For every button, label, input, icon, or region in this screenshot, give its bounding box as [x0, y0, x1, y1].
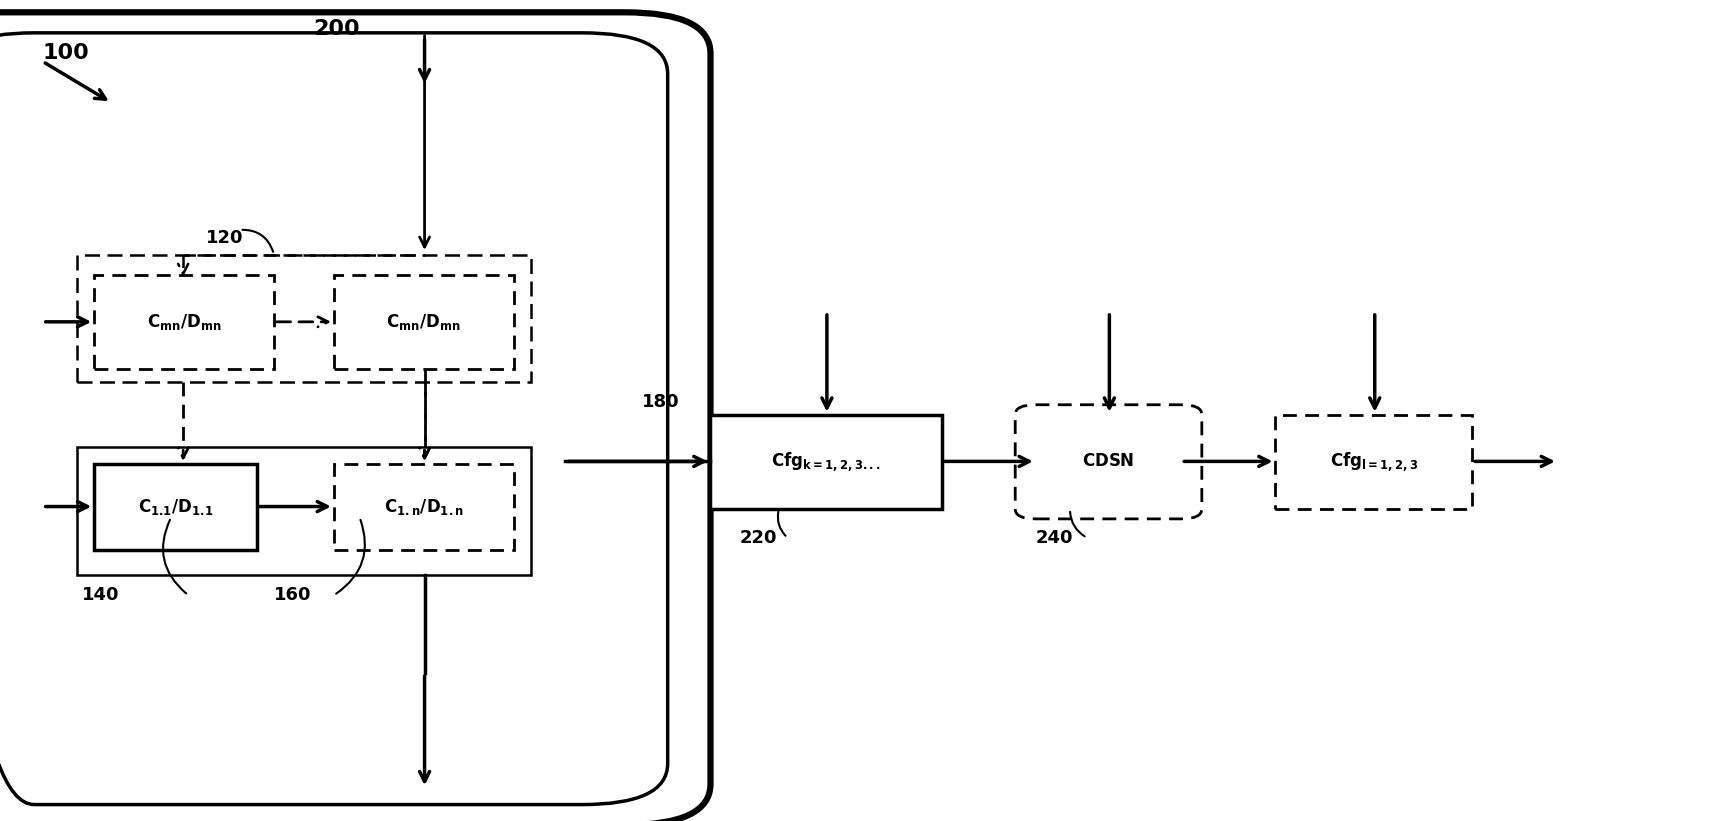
Text: 120: 120: [205, 229, 243, 247]
Text: $\mathbf{C_{1.n}/D_{1.n}}$: $\mathbf{C_{1.n}/D_{1.n}}$: [383, 497, 464, 517]
Text: $\mathbf{C_{mn}/D_{mn}}$: $\mathbf{C_{mn}/D_{mn}}$: [387, 312, 461, 333]
Text: 180: 180: [642, 393, 680, 411]
Text: 140: 140: [82, 586, 120, 604]
Text: $\mathbf{Cfg_{l=1,2,3}}$: $\mathbf{Cfg_{l=1,2,3}}$: [1330, 451, 1418, 473]
FancyBboxPatch shape: [334, 464, 514, 550]
FancyBboxPatch shape: [710, 415, 942, 509]
FancyBboxPatch shape: [94, 464, 257, 550]
FancyBboxPatch shape: [1275, 415, 1472, 509]
Text: $\mathbf{C_{mn}/D_{mn}}$: $\mathbf{C_{mn}/D_{mn}}$: [147, 312, 221, 333]
Text: 200: 200: [313, 19, 360, 39]
Text: 220: 220: [740, 529, 777, 547]
FancyBboxPatch shape: [1015, 405, 1202, 519]
Text: $\mathbf{CDSN}$: $\mathbf{CDSN}$: [1082, 453, 1135, 470]
Text: 240: 240: [1036, 529, 1073, 547]
FancyBboxPatch shape: [94, 275, 274, 369]
FancyBboxPatch shape: [334, 275, 514, 369]
Text: $\mathbf{C_{1.1}/D_{1.1}}$: $\mathbf{C_{1.1}/D_{1.1}}$: [139, 497, 212, 517]
Text: 160: 160: [274, 586, 312, 604]
Text: 100: 100: [43, 44, 89, 63]
Text: $\mathbf{Cfg_{k=1,2,3...}}$: $\mathbf{Cfg_{k=1,2,3...}}$: [770, 451, 882, 473]
